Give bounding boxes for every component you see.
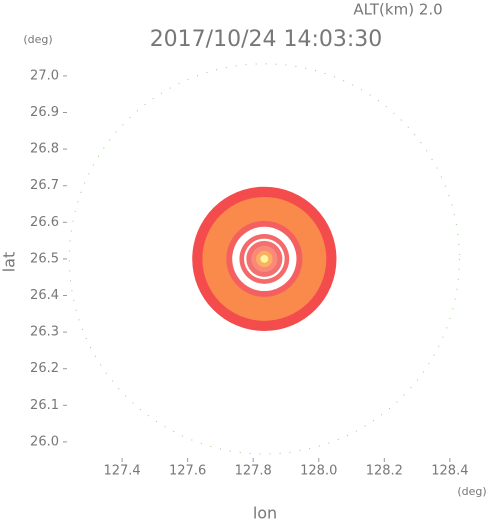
x-unit: (deg) [457,485,486,498]
x-tick-label: 128.2 [366,464,403,479]
y-tick-label: 26.7 [30,178,59,193]
x-tick-label: 128.0 [300,464,337,479]
echo-ring [260,254,269,263]
y-tick-label: 26.4 [30,288,59,303]
range-ring [68,63,460,455]
y-tick-label: 26.9 [30,105,59,120]
y-tick-label: 26.6 [30,215,59,230]
y-unit: (deg) [23,33,52,46]
y-tick-label: 26.1 [30,398,59,413]
x-tick-label: 127.4 [103,464,140,479]
chart-subtitle: ALT(km) 2.0 [353,1,442,19]
y-axis-label: lat [0,252,19,273]
x-tick-label: 127.8 [235,464,272,479]
y-tick-label: 26.5 [30,251,59,266]
chart-title: 2017/10/24 14:03:30 [150,27,383,52]
y-tick-label: 26.0 [30,434,59,449]
y-tick-label: 27.0 [30,68,59,83]
y-tick-label: 26.3 [30,325,59,340]
x-tick-label: 128.4 [431,464,468,479]
x-axis-label: lon [253,504,277,522]
y-tick-label: 26.8 [30,142,59,157]
x-tick-label: 127.6 [169,464,206,479]
y-tick-label: 26.2 [30,361,59,376]
